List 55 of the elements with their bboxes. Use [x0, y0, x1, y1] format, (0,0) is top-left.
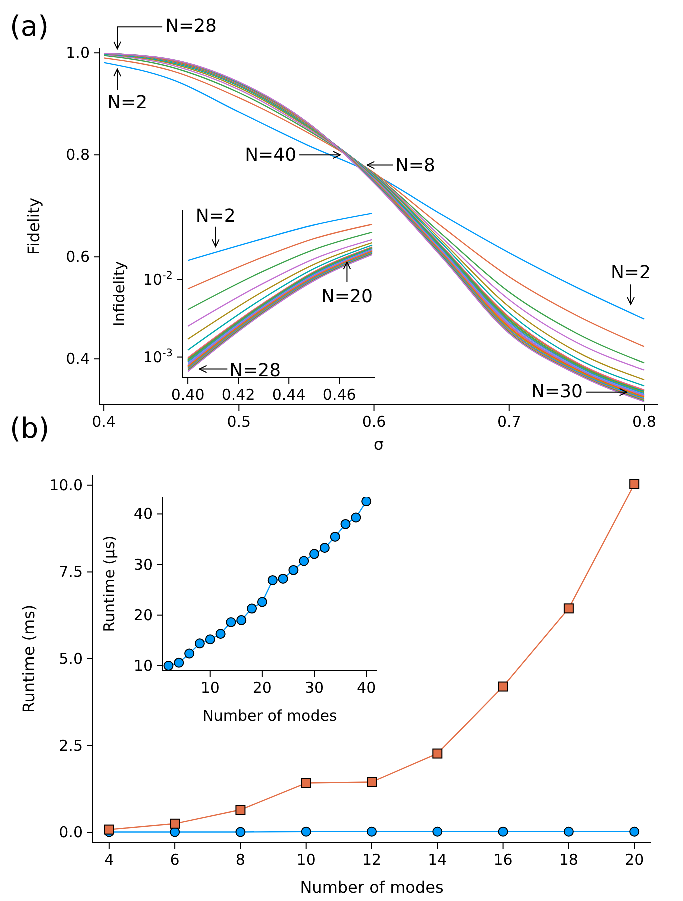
x-tick-label: 4	[104, 851, 114, 869]
x-tick-label: 14	[428, 851, 448, 869]
x-tick-label: 0.5	[227, 413, 252, 431]
y-tick-label: 0.6	[66, 248, 90, 266]
x-tick-label: 16	[494, 851, 513, 869]
y-axis-title: Runtime (µs)	[100, 536, 118, 632]
x-tick-label: 10	[296, 851, 316, 869]
x-tick-label: 0.7	[497, 413, 522, 431]
y-tick-label: 10	[134, 656, 153, 675]
x-tick-label: 0.42	[222, 386, 256, 404]
y-axis-title: Fidelity	[24, 198, 44, 256]
y-tick-label: 10.0	[50, 476, 83, 494]
x-tick-label: 10	[200, 679, 220, 697]
y-tick-label: 10$^{-2}$	[143, 270, 173, 289]
x-tick-label: 30	[304, 679, 324, 697]
y-tick-label: 2.5	[59, 736, 83, 755]
x-tick-label: 0.6	[362, 413, 386, 431]
y-axis-title: Infidelity	[110, 261, 128, 327]
annotation: N=20	[321, 286, 373, 308]
chart-title: (b)	[10, 412, 50, 445]
chart-title: (a)	[10, 10, 50, 43]
annotation: N=40	[245, 145, 297, 166]
y-tick-label: 1.0	[66, 44, 90, 62]
x-tick-label: 0.46	[322, 386, 356, 404]
annotation: N=8	[395, 155, 436, 176]
x-tick-label: 12	[362, 851, 382, 869]
x-tick-label: 18	[559, 851, 578, 869]
x-axis-title: Number of modes	[300, 878, 444, 897]
x-tick-label: 6	[170, 851, 180, 869]
annotation: N=2	[196, 206, 236, 227]
y-tick-label: 7.5	[59, 563, 83, 582]
y-tick-label: 0.8	[66, 146, 90, 164]
y-tick-label: 10$^{-3}$	[143, 347, 173, 366]
annotation: N=2	[108, 92, 148, 114]
x-tick-label: 20	[252, 679, 272, 697]
y-axis-title: Runtime (ms)	[20, 604, 39, 714]
x-axis-title: σ	[374, 435, 384, 454]
annotation: N=28	[230, 360, 282, 382]
y-tick-label: 40	[134, 505, 153, 524]
x-axis-title: Number of modes	[202, 707, 338, 725]
y-tick-label: 5.0	[59, 650, 83, 668]
x-tick-label: 0.40	[171, 386, 205, 404]
x-tick-label: 20	[625, 851, 644, 869]
y-tick-label: 30	[134, 556, 153, 574]
annotation: N=28	[166, 16, 218, 38]
annotation: N=30	[532, 381, 583, 402]
x-tick-label: 0.8	[632, 413, 656, 431]
annotation: N=2	[610, 262, 651, 284]
x-tick-label: 8	[236, 851, 246, 869]
x-tick-label: 0.4	[92, 413, 116, 431]
x-tick-label: 0.44	[272, 386, 306, 404]
y-tick-label: 20	[134, 606, 153, 624]
x-tick-label: 40	[357, 679, 376, 697]
y-tick-label: 0.0	[59, 824, 83, 842]
y-tick-label: 0.4	[66, 350, 90, 368]
